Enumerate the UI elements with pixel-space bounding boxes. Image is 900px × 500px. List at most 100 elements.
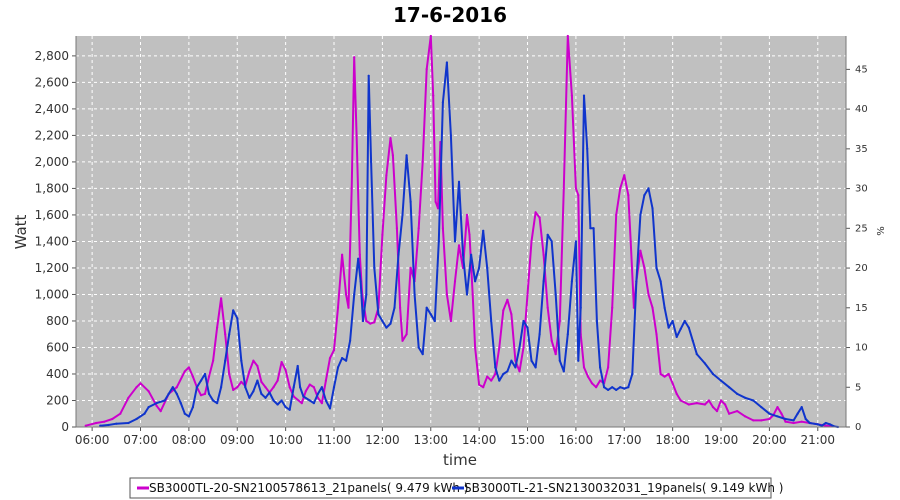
data-point (191, 375, 194, 378)
data-point (474, 346, 477, 349)
data-point (780, 412, 783, 415)
data-point (478, 383, 481, 386)
data-point (332, 349, 336, 352)
data-point (522, 319, 525, 323)
data-point (824, 421, 827, 425)
data-point (355, 134, 358, 137)
data-point (792, 419, 795, 422)
data-point (542, 280, 545, 283)
data-point (760, 406, 763, 409)
data-point (429, 313, 432, 316)
data-point (651, 306, 654, 309)
data-point (284, 368, 287, 372)
data-point (159, 410, 162, 413)
data-point (550, 240, 553, 243)
data-point (687, 326, 690, 329)
data-point (651, 207, 654, 210)
data-point (107, 423, 110, 427)
data-point (216, 326, 219, 329)
data-point (562, 370, 565, 373)
data-point (220, 386, 223, 389)
data-point (336, 306, 340, 309)
data-point (163, 399, 166, 402)
data-point (111, 417, 114, 421)
data-point (391, 154, 394, 157)
data-point (671, 382, 674, 385)
data-point (135, 386, 138, 389)
data-point (554, 293, 557, 296)
data-point (312, 402, 315, 405)
chart-title: 17-6-2016 (393, 3, 507, 27)
data-point (260, 392, 263, 395)
data-point (498, 346, 501, 349)
data-point (437, 240, 440, 243)
data-point (191, 406, 194, 409)
series-layer (84, 34, 840, 429)
data-point (341, 357, 344, 360)
data-point (280, 361, 283, 364)
y-tick-label: 2,200 (35, 128, 69, 142)
y-tick-label: 2,000 (35, 155, 69, 169)
data-point (627, 194, 630, 197)
data-point (432, 94, 435, 97)
data-point (611, 386, 614, 389)
data-point (719, 399, 723, 402)
data-point (433, 319, 436, 323)
data-point (461, 253, 465, 256)
x-tick-label: 17:00 (607, 433, 642, 447)
y2-tick-label: 20 (855, 263, 868, 274)
legend-label: SB3000TL-21-SN2130032031_19panels( 9.149… (464, 481, 783, 495)
data-point (603, 386, 606, 389)
data-point (586, 375, 590, 378)
x-tick-label: 21:00 (800, 433, 835, 447)
data-point (232, 388, 235, 391)
data-point (312, 386, 315, 389)
grid (76, 36, 846, 428)
data-point (187, 366, 190, 369)
data-point (272, 386, 275, 389)
data-point (300, 402, 303, 405)
data-point (752, 399, 755, 402)
data-point (655, 333, 658, 336)
data-point (703, 362, 707, 365)
data-point (667, 326, 670, 329)
data-point (514, 366, 517, 369)
data-point (629, 240, 632, 243)
data-point (397, 253, 400, 256)
x-tick-label: 09:00 (220, 433, 255, 447)
data-point (413, 293, 416, 296)
y-tick-label: 1,200 (35, 261, 69, 275)
y-tick-label: 800 (46, 314, 69, 328)
x-tick-label: 13:00 (413, 433, 448, 447)
data-point (522, 346, 525, 349)
data-point (582, 94, 586, 97)
data-point (236, 317, 239, 320)
x-tick-label: 18:00 (655, 433, 690, 447)
y-tick-label: 2,800 (35, 49, 69, 63)
data-point (639, 249, 642, 252)
data-point (232, 309, 235, 312)
data-point (256, 364, 259, 368)
data-point (558, 359, 561, 362)
data-point (820, 424, 823, 427)
data-point (240, 380, 243, 383)
x-tick-label: 12:00 (365, 433, 400, 447)
data-point (359, 280, 362, 283)
data-point (736, 392, 739, 395)
data-point (490, 319, 493, 323)
data-point (599, 379, 602, 382)
y-tick-label: 600 (46, 340, 69, 354)
data-point (671, 319, 674, 323)
data-point (445, 293, 448, 296)
y2-tick-label: 30 (855, 184, 868, 195)
data-point (167, 392, 170, 395)
x-tick-label: 20:00 (752, 433, 787, 447)
data-point (619, 187, 622, 190)
data-point (679, 327, 682, 330)
data-point (441, 227, 444, 230)
data-point (796, 412, 799, 415)
data-point (268, 391, 271, 394)
data-point (639, 213, 642, 216)
data-point (425, 68, 428, 71)
legend-label: SB3000TL-20-SN2100578613_21panels( 9.479… (149, 481, 468, 495)
